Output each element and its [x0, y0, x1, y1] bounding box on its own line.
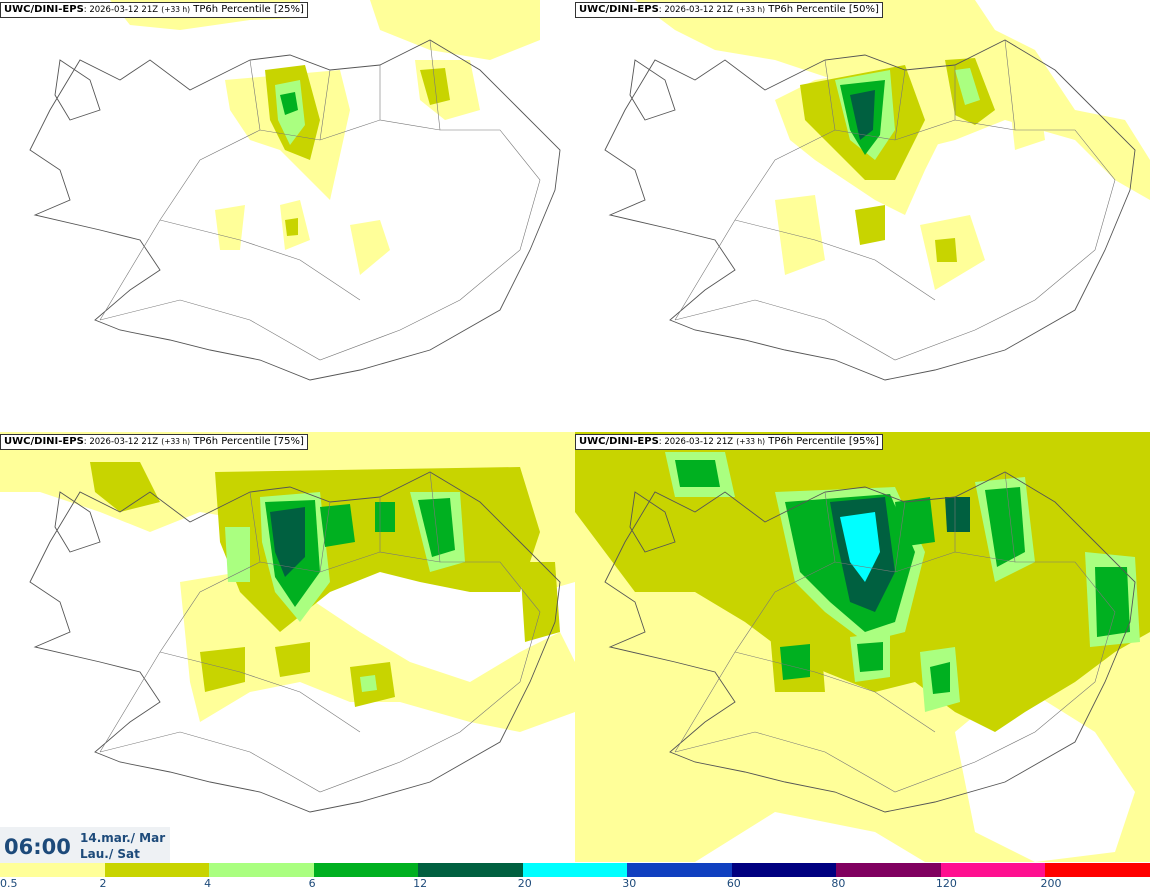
iceland-outline	[604, 39, 1136, 381]
colorbar-tick-label: 80	[831, 877, 846, 890]
valid-time-box: 06:00 14.mar./ Mar Lau./ Sat	[0, 827, 170, 863]
parameter-label: TP6h Percentile [50%]	[768, 4, 879, 15]
run-time: : 2026-03-12 21Z	[658, 437, 734, 447]
road-network	[99, 471, 541, 793]
iceland-outline	[29, 471, 561, 813]
colorbar-swatch	[627, 863, 732, 877]
valid-date: 14.mar./ Mar	[80, 831, 166, 845]
precip-map	[575, 432, 1150, 862]
model-name: UWC/DINI-EPS	[579, 436, 659, 447]
precip-map	[29, 0, 561, 381]
lead-time: (+33 h)	[736, 5, 766, 14]
colorbar-swatch	[0, 863, 105, 877]
colorbar-swatch	[104, 863, 210, 877]
road-network	[674, 39, 1116, 361]
colorbar-swatch	[522, 863, 628, 877]
iceland-outline	[604, 471, 1136, 813]
colorbar-swatch	[209, 863, 314, 877]
run-time: : 2026-03-12 21Z	[83, 5, 159, 15]
parameter-label: TP6h Percentile [25%]	[193, 4, 304, 15]
colorbar-tick-label: 30	[622, 877, 637, 890]
precip-fields	[635, 0, 1150, 290]
colorbar-tick-label: 2	[99, 877, 107, 890]
colorbar-tick-label: 6	[308, 877, 316, 890]
precip-fields	[0, 432, 575, 732]
parameter-label: TP6h Percentile [75%]	[193, 436, 304, 447]
colorbar-tick-label: 200	[1040, 877, 1062, 890]
precip-fields	[575, 432, 1150, 862]
road-network	[674, 471, 1116, 793]
panel-title: UWC/DINI-EPS: 2026-03-12 21Z (+33 h) TP6…	[0, 2, 308, 18]
iceland-outline	[29, 39, 561, 381]
lead-time: (+33 h)	[161, 437, 191, 446]
model-name: UWC/DINI-EPS	[4, 4, 84, 15]
map-panel-p95: UWC/DINI-EPS: 2026-03-12 21Z (+33 h) TP6…	[575, 432, 1150, 862]
model-name: UWC/DINI-EPS	[4, 436, 84, 447]
colorbar-swatch	[940, 863, 1046, 877]
colorbar-tick-label: 120	[935, 877, 957, 890]
lead-time: (+33 h)	[161, 5, 191, 14]
colorbar-legend	[0, 863, 1150, 877]
panel-title: UWC/DINI-EPS: 2026-03-12 21Z (+33 h) TP6…	[575, 2, 883, 18]
precip-map	[604, 0, 1150, 381]
precip-fields	[110, 0, 540, 275]
map-panel-p75: UWC/DINI-EPS: 2026-03-12 21Z (+33 h) TP6…	[0, 432, 575, 862]
parameter-label: TP6h Percentile [95%]	[768, 436, 879, 447]
colorbar-swatch	[418, 863, 523, 877]
colorbar-tick-label: 60	[726, 877, 741, 890]
run-time: : 2026-03-12 21Z	[83, 437, 159, 447]
valid-time: 06:00	[4, 835, 71, 859]
run-time: : 2026-03-12 21Z	[658, 5, 734, 15]
map-panel-p25: UWC/DINI-EPS: 2026-03-12 21Z (+33 h) TP6…	[0, 0, 575, 430]
precip-map	[0, 432, 575, 813]
colorbar-tick-label: 4	[204, 877, 212, 890]
lead-time: (+33 h)	[736, 437, 766, 446]
valid-weekday: Lau./ Sat	[80, 847, 140, 861]
map-panel-p50: UWC/DINI-EPS: 2026-03-12 21Z (+33 h) TP6…	[575, 0, 1150, 430]
colorbar-tick-label: 0.5	[0, 877, 18, 890]
colorbar-swatch	[1045, 863, 1150, 877]
colorbar-tick-label: 20	[517, 877, 532, 890]
colorbar-swatch	[836, 863, 941, 877]
road-network	[99, 39, 541, 361]
model-name: UWC/DINI-EPS	[579, 4, 659, 15]
colorbar-swatch	[313, 863, 419, 877]
colorbar-swatch	[731, 863, 837, 877]
panel-title: UWC/DINI-EPS: 2026-03-12 21Z (+33 h) TP6…	[0, 434, 308, 450]
colorbar-tick-label: 12	[413, 877, 428, 890]
panel-title: UWC/DINI-EPS: 2026-03-12 21Z (+33 h) TP6…	[575, 434, 883, 450]
